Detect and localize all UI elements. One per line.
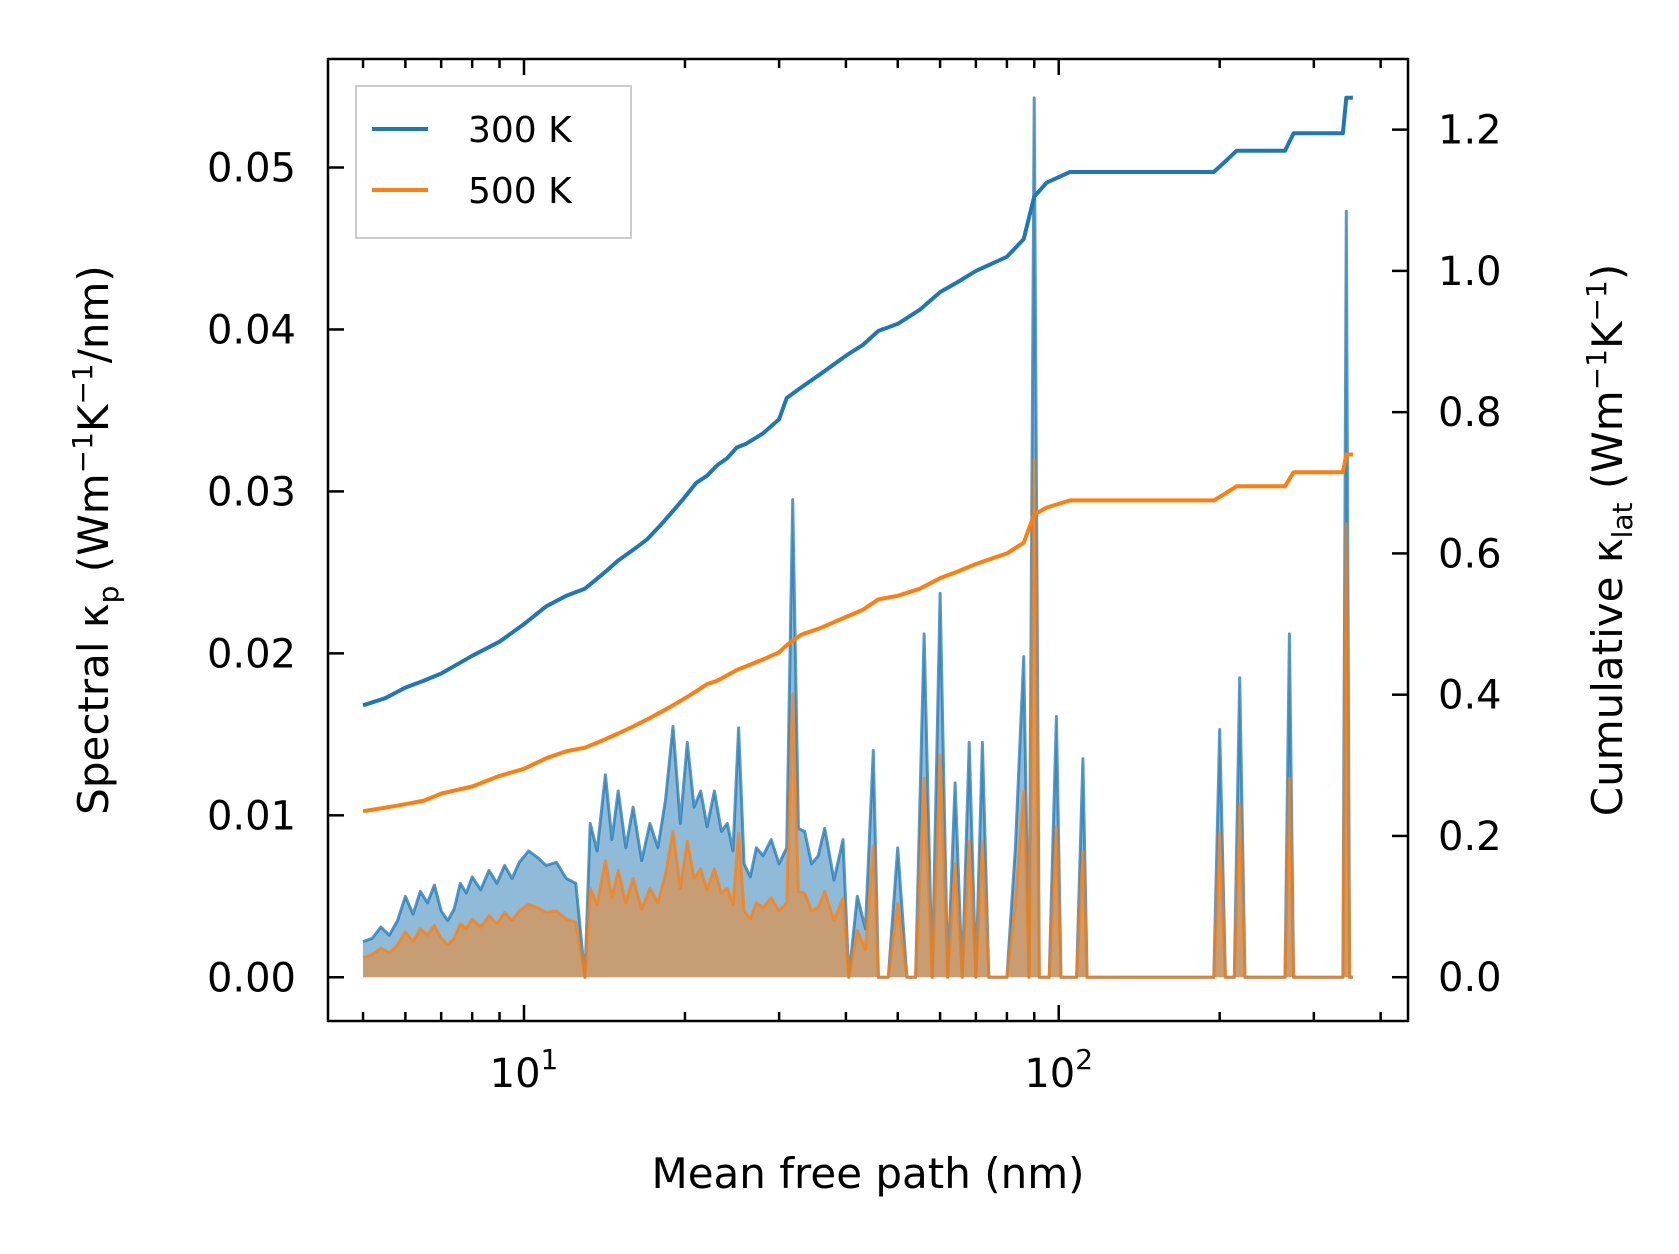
- plot-area: [362, 95, 1353, 979]
- y-right-tick-label: 0.6: [1438, 531, 1502, 577]
- y-right-tick-label: 0.8: [1438, 390, 1502, 436]
- y-right-tick-label: 0.4: [1438, 673, 1502, 719]
- x-tick-label-base: 10: [1024, 1051, 1075, 1097]
- y-left-tick-label: 0.03: [207, 469, 296, 515]
- y-left-title-sub: p: [92, 586, 125, 604]
- y-right-axis-title: Cumulative κlat (Wm−1K−1): [1580, 264, 1639, 816]
- y-right-title-sub: lat: [1606, 502, 1639, 538]
- legend-label-300k: 300 K: [468, 110, 573, 151]
- x-tick-label: 102: [1024, 1043, 1093, 1097]
- y-left-title-pre: Spectral κ: [69, 603, 118, 815]
- y-left-axis-title: Spectral κp (Wm−1K−1/nm): [66, 265, 125, 815]
- axis-tick-labels: 101 1020.000.010.020.030.040.050.00.20.40…: [207, 108, 1502, 1097]
- y-right-tick-label: 0.0: [1438, 955, 1502, 1001]
- x-tick-label-exponent: 2: [1075, 1043, 1093, 1076]
- cumulative-500k-line: [362, 452, 1353, 814]
- y-left-tick-label: 0.01: [207, 793, 296, 839]
- x-tick-label-base: 10: [490, 1051, 541, 1097]
- legend-label-500k: 500 K: [468, 171, 573, 212]
- y-right-tick-label: 1.2: [1438, 108, 1502, 154]
- y-right-title-post: ): [1583, 264, 1632, 280]
- y-left-title-post: /nm): [69, 265, 118, 363]
- y-left-tick-label: 0.00: [207, 955, 296, 1001]
- legend: 300 K 500 K: [355, 85, 632, 239]
- y-right-tick-label: 0.2: [1438, 814, 1502, 860]
- x-axis-title: Mean free path (nm): [651, 1149, 1084, 1198]
- y-left-title-unit-pre: (Wm: [69, 473, 118, 585]
- y-right-title-exp2: −1: [1580, 280, 1613, 321]
- y-right-title-unit-pre: (Wm: [1583, 390, 1632, 502]
- y-left-title-exp2: −1: [66, 363, 99, 404]
- y-right-tick-label: 1.0: [1438, 249, 1502, 295]
- y-left-tick-label: 0.02: [207, 631, 296, 677]
- legend-box: [355, 85, 632, 239]
- x-tick-label-exponent: 1: [541, 1043, 559, 1076]
- y-left-tick-label: 0.05: [207, 146, 296, 192]
- x-tick-label: 101: [490, 1043, 559, 1097]
- cumulative-300k-line: [362, 95, 1353, 708]
- y-left-title-mid: K: [69, 403, 118, 432]
- y-left-title-exp1: −1: [66, 432, 99, 473]
- axis-ticks: [328, 59, 1408, 1021]
- y-right-title-mid: K: [1583, 320, 1632, 349]
- y-right-title-pre: Cumulative κ: [1583, 538, 1632, 816]
- spectral-500k-line: [362, 457, 1353, 979]
- plot-frame: [326, 57, 1410, 1023]
- y-right-title-exp1: −1: [1580, 349, 1613, 390]
- spectral-300k-fill: [363, 97, 1353, 978]
- y-left-tick-label: 0.04: [207, 307, 296, 353]
